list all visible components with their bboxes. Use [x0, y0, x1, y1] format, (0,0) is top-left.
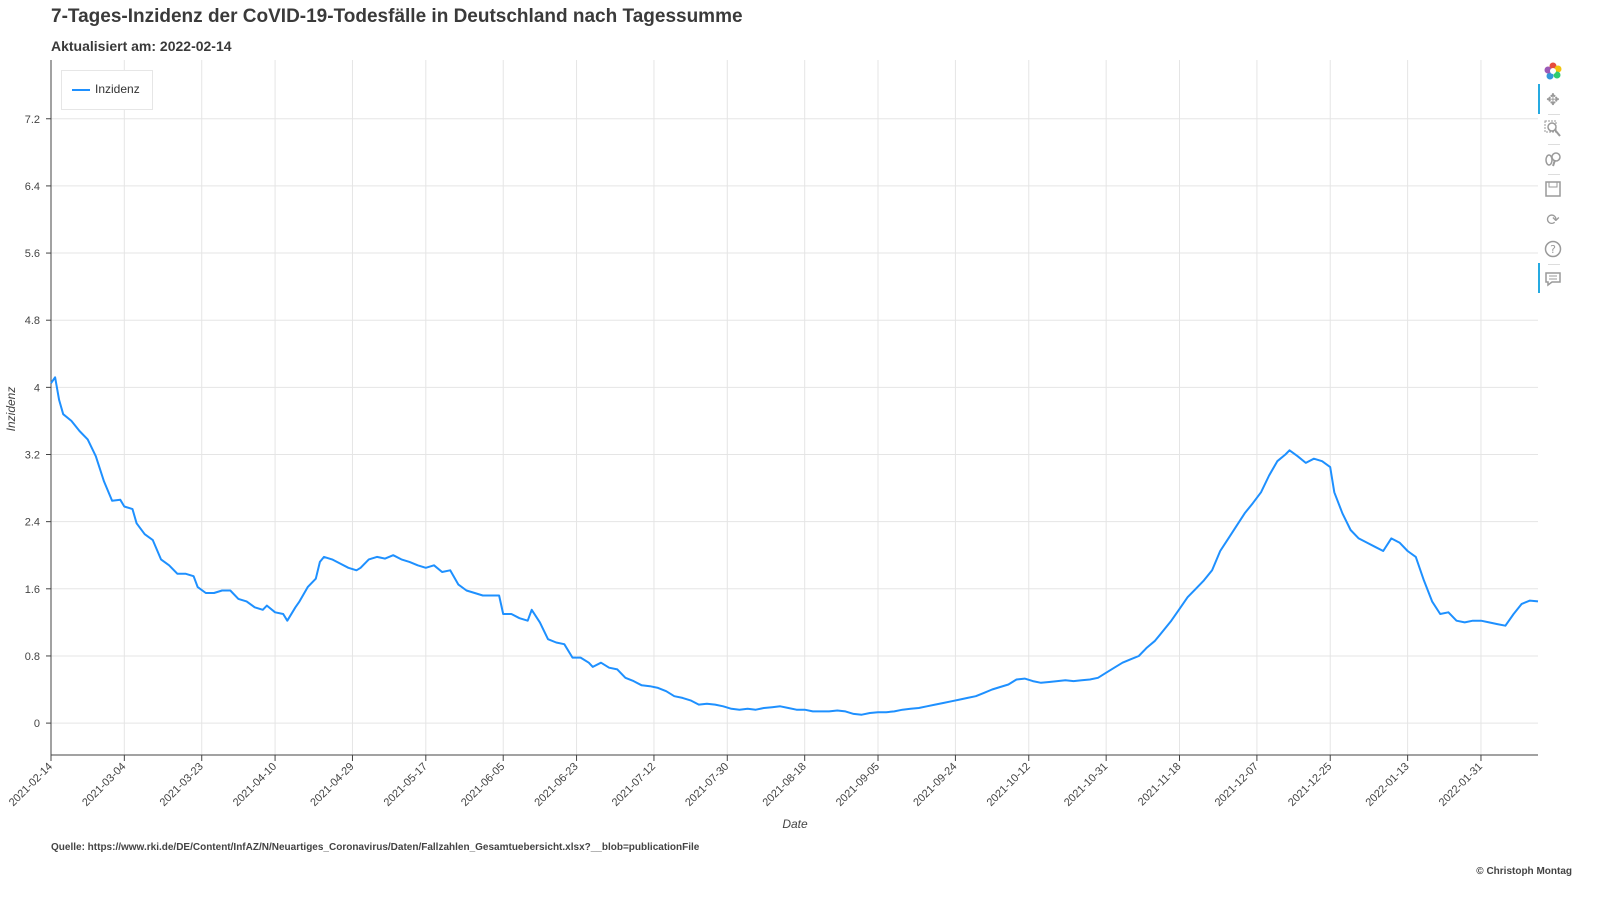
reset-icon[interactable]: ⟳	[1546, 209, 1560, 229]
chart-subtitle: Aktualisiert am: 2022-02-14	[51, 38, 232, 54]
y-tick-label: 0	[34, 718, 40, 730]
toolbar-divider	[1548, 114, 1560, 115]
chart-title: 7-Tages-Inzidenz der CoVID-19-Todesfälle…	[51, 6, 743, 27]
x-axis-title: Date	[782, 817, 808, 831]
chart-toolbar: ✥ ⟳ ?	[1538, 58, 1568, 298]
copyright-note: © Christoph Montag	[1476, 866, 1572, 877]
x-tick-label: 2021-10-12	[985, 761, 1033, 809]
series-line-inzidenz	[50, 376, 1539, 716]
axes	[50, 60, 1538, 756]
source-note: Quelle: https://www.rki.de/DE/Content/In…	[51, 842, 700, 853]
save-icon[interactable]	[1542, 178, 1564, 200]
hover-icon[interactable]	[1542, 268, 1564, 290]
bokeh-logo-icon[interactable]	[1542, 60, 1564, 82]
y-tick-label: 4	[34, 382, 40, 394]
x-axis-ticks: 2021-02-14 2021-03-04 2021-03-23 2021-04-10…	[7, 755, 1485, 809]
y-tick-label: 4.8	[25, 315, 40, 327]
series-layer	[50, 376, 1539, 716]
legend-label: Inzidenz	[95, 82, 140, 96]
y-tick-label: 5.6	[25, 248, 40, 260]
y-tick-label: 0.8	[25, 651, 40, 663]
x-tick-label: 2021-02-14	[7, 761, 55, 809]
help-icon[interactable]: ?	[1542, 238, 1564, 260]
y-tick-label: 2.4	[25, 517, 40, 529]
svg-text:?: ?	[1550, 243, 1556, 256]
x-tick-label: 2021-03-23	[158, 761, 206, 809]
x-tick-label: 2021-09-05	[834, 761, 882, 809]
grid	[50, 60, 1538, 755]
x-tick-label: 2021-10-31	[1062, 761, 1110, 809]
x-tick-label: 2022-01-31	[1437, 761, 1485, 809]
x-tick-label: 2021-03-04	[80, 761, 128, 809]
x-tick-label: 2021-07-30	[683, 761, 731, 809]
active-tool-indicator	[1538, 263, 1540, 293]
toolbar-divider	[1548, 144, 1560, 145]
y-axis-title: Inzidenz	[4, 387, 18, 432]
legend-swatch	[72, 89, 90, 91]
y-tick-label: 3.2	[25, 450, 40, 462]
x-tick-label: 2021-12-25	[1286, 761, 1334, 809]
x-tick-label: 2021-04-29	[308, 761, 356, 809]
active-tool-indicator	[1538, 84, 1540, 114]
y-tick-label: 7.2	[25, 114, 40, 126]
x-tick-label: 2021-09-24	[911, 761, 959, 809]
y-axis-ticks: 0 0.8 1.6 2.4 3.2 4 4.8 5.6 6.4 7.2	[25, 114, 51, 730]
x-tick-label: 2021-05-17	[382, 761, 430, 809]
box-zoom-icon[interactable]	[1542, 118, 1564, 140]
x-tick-label: 2021-07-12	[610, 761, 658, 809]
pan-icon[interactable]: ✥	[1546, 89, 1560, 109]
x-tick-label: 2021-08-18	[761, 761, 809, 809]
toolbar-divider	[1548, 174, 1560, 175]
x-tick-label: 2021-06-05	[459, 761, 507, 809]
x-tick-label: 2021-04-10	[231, 761, 279, 809]
y-tick-label: 1.6	[25, 584, 40, 596]
wheel-zoom-icon[interactable]	[1542, 148, 1564, 170]
x-tick-label: 2021-06-23	[532, 761, 580, 809]
y-tick-label: 6.4	[25, 181, 40, 193]
x-tick-label: 2021-11-18	[1136, 761, 1184, 809]
toolbar-divider	[1548, 264, 1560, 265]
x-tick-label: 2021-12-07	[1213, 761, 1261, 809]
x-tick-label: 2022-01-13	[1363, 761, 1411, 809]
legend[interactable]: Inzidenz	[61, 70, 153, 110]
